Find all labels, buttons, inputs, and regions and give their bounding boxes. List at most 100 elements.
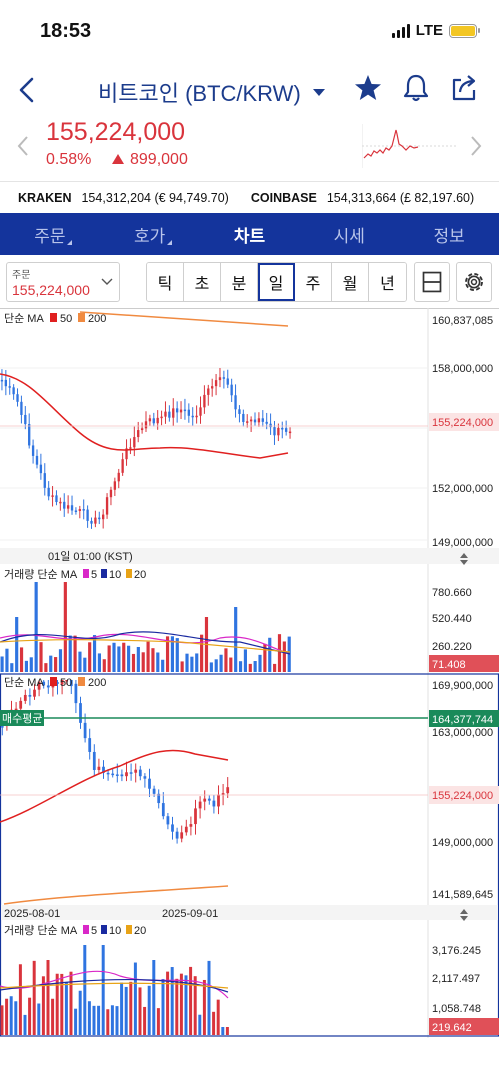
- signal-icon: [391, 23, 410, 38]
- avg-buy-label: 매수평균: [2, 712, 42, 725]
- chart2-y-label: 141,589,645: [432, 889, 493, 901]
- change-amount: 899,000: [112, 151, 188, 169]
- candle-body: [97, 766, 101, 770]
- volume2-y-label: 2,117.497: [432, 973, 480, 985]
- tab-order[interactable]: 주문: [0, 213, 100, 255]
- order-price-select[interactable]: 주문 155,224,000: [6, 262, 120, 302]
- tab-quotes[interactable]: 시세: [299, 213, 399, 255]
- gear-icon[interactable]: [456, 262, 492, 302]
- volume-bar: [51, 998, 55, 1035]
- coin-selector[interactable]: 비트코인 (BTC/KRW): [98, 76, 325, 108]
- star-icon[interactable]: [353, 72, 383, 104]
- sort-down-icon[interactable]: [460, 560, 468, 565]
- candle-body: [60, 680, 64, 685]
- volume-bar: [277, 634, 282, 672]
- volume-bar: [146, 641, 150, 672]
- chart1-legend-ma1: 50: [60, 313, 72, 325]
- candle-body: [63, 501, 66, 509]
- period-second[interactable]: 초: [184, 263, 221, 301]
- volume-bar: [147, 985, 151, 1035]
- vma5-swatch: [83, 925, 89, 934]
- volume-bar: [78, 651, 82, 672]
- ma50-swatch: [50, 677, 57, 686]
- volume-bar: [161, 978, 165, 1035]
- volume1-legend-ma1: 5: [91, 569, 97, 581]
- chevron-left-icon[interactable]: [16, 134, 30, 158]
- volume-bar: [175, 978, 179, 1035]
- volume-bar: [49, 655, 53, 672]
- period-minute[interactable]: 분: [221, 263, 258, 301]
- status-time: 18:53: [40, 20, 92, 42]
- candle-body: [218, 377, 222, 381]
- volume-bar: [55, 973, 59, 1035]
- volume-bar: [92, 1005, 96, 1035]
- period-month[interactable]: 월: [332, 263, 369, 301]
- volume-bar: [209, 662, 213, 672]
- sort-up-icon[interactable]: [460, 909, 468, 914]
- volume-bar: [253, 661, 257, 672]
- candle-body: [171, 824, 174, 832]
- volume-bar: [225, 1027, 229, 1035]
- candle-body: [129, 447, 132, 449]
- candle-body: [88, 738, 92, 752]
- volume-bar: [18, 964, 22, 1035]
- chevron-right-icon[interactable]: [469, 134, 483, 158]
- tab-info[interactable]: 정보: [399, 213, 499, 255]
- candle-body: [31, 445, 35, 456]
- split-layout-icon[interactable]: [414, 262, 450, 302]
- candle-body: [74, 510, 78, 512]
- period-day[interactable]: 일: [258, 263, 295, 301]
- volume-bar: [44, 663, 48, 672]
- volume-bar: [143, 1006, 147, 1035]
- sort-up-icon[interactable]: [460, 553, 468, 558]
- candle-body: [129, 772, 133, 774]
- candle-body: [42, 681, 46, 686]
- candle-body: [0, 379, 4, 382]
- vma10-swatch: [101, 569, 107, 578]
- volume-bar: [117, 646, 121, 672]
- sort-down-icon[interactable]: [460, 916, 468, 921]
- volume2-legend-ma3: 20: [134, 925, 146, 937]
- volume-bar: [179, 973, 183, 1035]
- volume-bar: [5, 998, 9, 1035]
- volume-bar: [238, 661, 243, 672]
- candle-body: [180, 832, 184, 839]
- volume-bar: [107, 645, 111, 672]
- tab-orderbook[interactable]: 호가: [100, 213, 200, 255]
- back-icon[interactable]: [14, 74, 42, 106]
- network-label: LTE: [415, 22, 443, 39]
- volume-bar: [156, 652, 160, 672]
- candle-body: [164, 411, 167, 417]
- candle-body: [143, 776, 147, 779]
- candle-body: [172, 408, 175, 418]
- candle-body: [281, 427, 284, 430]
- avg-buy-value: 164,377,744: [432, 714, 493, 726]
- share-icon[interactable]: [449, 72, 479, 104]
- volume2-y-label: 1,058.748: [432, 1003, 481, 1015]
- period-tick[interactable]: 틱: [147, 263, 184, 301]
- candle-body: [148, 778, 151, 789]
- volume-bar: [200, 634, 204, 672]
- candle-body: [102, 514, 105, 520]
- volume2-legend-ma2: 10: [109, 925, 121, 937]
- candle-body: [195, 415, 198, 418]
- period-week[interactable]: 주: [295, 263, 332, 301]
- volume-bar: [282, 641, 286, 672]
- volume-bar: [19, 647, 24, 672]
- ma50-swatch: [50, 313, 57, 322]
- page-title: 비트코인 (BTC/KRW): [98, 81, 301, 106]
- tab-chart[interactable]: 차트: [200, 213, 300, 255]
- bell-icon[interactable]: [401, 72, 431, 104]
- candle-body: [207, 388, 210, 395]
- candle-body: [152, 788, 156, 794]
- volume-bar: [189, 966, 193, 1035]
- candle-body: [117, 472, 120, 482]
- candle-body: [152, 418, 155, 424]
- volume-bar: [184, 975, 188, 1035]
- period-year[interactable]: 년: [369, 263, 406, 301]
- chart-area[interactable]: 단순 MA 50 200 160,837,085 158,000,000 152…: [0, 308, 499, 1038]
- volume1-legend-prefix: 거래량 단순 MA: [4, 568, 78, 581]
- candle-body: [134, 769, 138, 773]
- candle-body: [183, 409, 187, 412]
- candle-body: [246, 421, 249, 423]
